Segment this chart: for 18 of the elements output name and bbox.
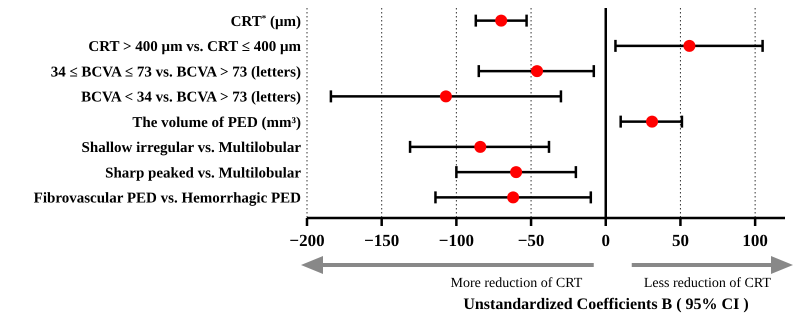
y-tick-label: BCVA < 34 vs. BCVA > 73 (letters) xyxy=(81,90,302,106)
text: More reduction of CRT xyxy=(450,276,583,291)
text: Less reduction of CRT xyxy=(644,276,772,291)
y-tick-label: Shallow irregular vs. Multilobular xyxy=(82,140,302,156)
x-tick-label: −200 xyxy=(289,231,325,250)
x-tick-label: −50 xyxy=(518,231,544,250)
y-tick-label: The volume of PED (mm³) xyxy=(132,114,302,131)
x-tick-label: 100 xyxy=(742,231,768,250)
x-tick-label: −150 xyxy=(364,231,400,250)
y-tick-label: 34 ≤ BCVA ≤ 73 vs. BCVA > 73 (letters) xyxy=(50,64,301,80)
y-tick-label: Sharp peaked vs. Multilobular xyxy=(105,165,302,182)
x-tick-label: −100 xyxy=(438,231,474,250)
y-tick-label: CRT > 400 μm vs. CRT ≤ 400 μm xyxy=(88,39,302,56)
x-tick-label: 50 xyxy=(672,231,689,250)
y-tick-label: Fibrovascular PED vs. Hemorrhagic PED xyxy=(34,190,302,207)
x-tick-label: 0 xyxy=(602,231,610,250)
x-axis-title: Unstandardized Coefficients B ( 95% CI ) xyxy=(463,296,749,313)
y-tick-label: CRT$^{*}$ (μm) xyxy=(230,12,301,30)
